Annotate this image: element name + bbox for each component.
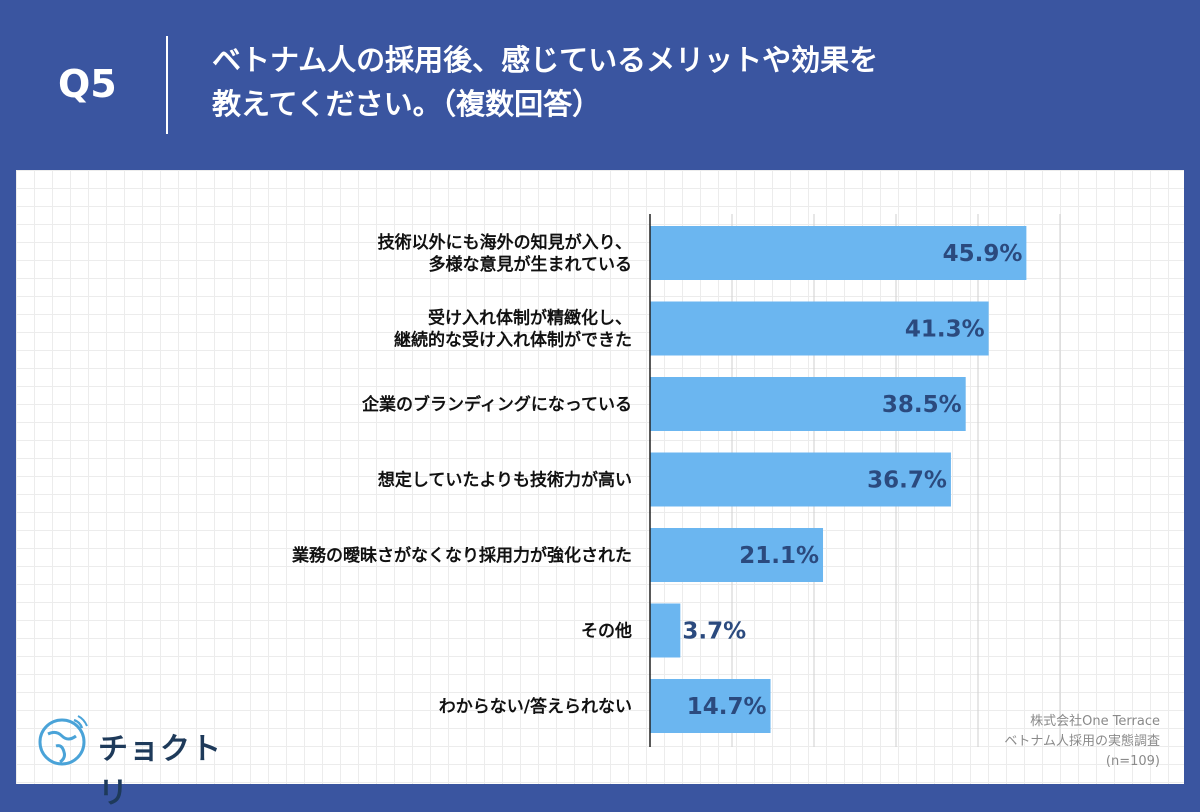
bar-chart: 45.9% 技術以外にも海外の知見が入り、多様な意見が生まれている 41.3% 受け入…	[292, 214, 1061, 747]
bar	[650, 603, 681, 658]
bar	[650, 301, 989, 356]
source-survey: ベトナム人採用の実態調査	[1004, 734, 1160, 749]
category-label: 企業のブランディングになっている	[361, 394, 632, 415]
source-note: 株式会社One Terrace ベトナム人採用の実態調査 (n=109)	[900, 712, 1160, 772]
logo-text: チョクトリ	[98, 732, 222, 811]
value-label: 38.5%	[882, 392, 962, 418]
source-company: 株式会社One Terrace	[1030, 714, 1160, 729]
bar	[650, 226, 1027, 280]
globe-logo-icon	[38, 715, 88, 766]
bar	[650, 452, 951, 507]
value-label: 3.7%	[682, 619, 746, 645]
category-label: わからない/答えられない	[439, 696, 632, 717]
logo: チョクトリ	[34, 710, 224, 811]
bar	[650, 528, 824, 582]
value-label: 45.9%	[943, 241, 1023, 267]
category-label: 業務の曖昧さがなくなり採用力が強化された	[292, 545, 632, 566]
value-label: 36.7%	[867, 468, 947, 494]
header: Q5 ベトナム人の採用後、感じているメリットや効果を 教えてください。（複数回答…	[0, 0, 1200, 170]
header-divider	[166, 36, 168, 134]
category-label: 技術以外にも海外の知見が入り、多様な意見が生まれている	[378, 232, 632, 275]
value-label: 14.7%	[687, 694, 767, 720]
category-label: その他	[581, 621, 632, 642]
question-number: Q5	[58, 62, 117, 106]
bar	[650, 377, 966, 431]
value-label: 21.1%	[739, 543, 819, 569]
source-sample: (n=109)	[1105, 754, 1160, 769]
bar	[650, 679, 771, 733]
value-label: 41.3%	[905, 317, 985, 343]
chart-panel: 45.9% 技術以外にも海外の知見が入り、多様な意見が生まれている 41.3% 受け入…	[16, 170, 1184, 784]
category-label: 受け入れ体制が精緻化し、継続的な受け入れ体制ができた	[394, 308, 632, 351]
category-label: 想定していたよりも技術力が高い	[378, 470, 632, 491]
question-title: ベトナム人の採用後、感じているメリットや効果を 教えてください。（複数回答）	[212, 43, 879, 121]
